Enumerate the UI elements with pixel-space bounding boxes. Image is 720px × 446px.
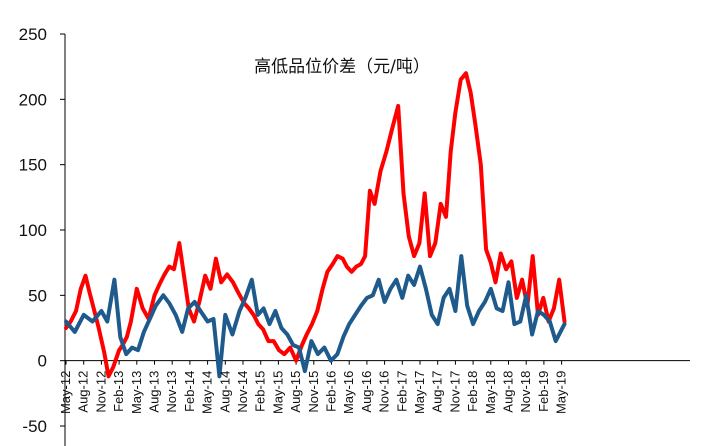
x-tick-label: Feb-19 (536, 371, 551, 412)
x-tick-label: May-17 (412, 371, 427, 414)
x-tick-label: Aug-15 (288, 371, 303, 413)
x-tick-label: Aug-17 (430, 371, 445, 413)
x-tick-label: Aug-12 (76, 371, 91, 413)
x-tick-label: Nov-15 (306, 371, 321, 413)
x-tick-label: Aug-13 (147, 371, 162, 413)
x-tick-label: Feb-17 (394, 371, 409, 412)
chart-title: 高低品位价差（元/吨） (254, 57, 430, 77)
x-tick-label: Feb-14 (182, 371, 197, 412)
x-tick-label: Feb-16 (324, 371, 339, 412)
x-tick-label: May-14 (200, 371, 215, 414)
series-red-line (64, 71, 567, 379)
x-tick-label: May-16 (341, 371, 356, 414)
x-tick-label: Nov-13 (164, 371, 179, 413)
y-tick-label: 0 (38, 352, 47, 371)
series-blue-line (64, 254, 567, 379)
x-tick-label: Nov-17 (447, 371, 462, 413)
x-tick-label: Aug-16 (359, 371, 374, 413)
x-tick-label: Nov-12 (93, 371, 108, 413)
x-tick-label: May-19 (554, 371, 569, 414)
y-tick-label: 250 (19, 25, 47, 44)
x-tick-label: May-13 (129, 371, 144, 414)
y-tick-label: 100 (19, 221, 47, 240)
y-tick-label: 50 (28, 286, 47, 305)
x-tick-label: Nov-16 (377, 371, 392, 413)
y-tick-label: 200 (19, 90, 47, 109)
x-tick-label: Feb-15 (253, 371, 268, 412)
series-layer (64, 71, 567, 379)
x-tick-label: May-18 (483, 371, 498, 414)
x-tick-label: Aug-14 (217, 371, 232, 413)
x-tick-label: Nov-18 (518, 371, 533, 413)
x-tick-label: Nov-14 (235, 371, 250, 413)
x-tick-label: Feb-18 (465, 371, 480, 412)
x-tick-label: Feb-13 (111, 371, 126, 412)
y-tick-label: -50 (22, 417, 47, 436)
x-tick-label: May-12 (58, 371, 73, 414)
x-tick-label: Aug-18 (501, 371, 516, 413)
y-tick-label: 150 (19, 156, 47, 175)
x-tick-label: May-15 (270, 371, 285, 414)
axes (60, 33, 690, 446)
